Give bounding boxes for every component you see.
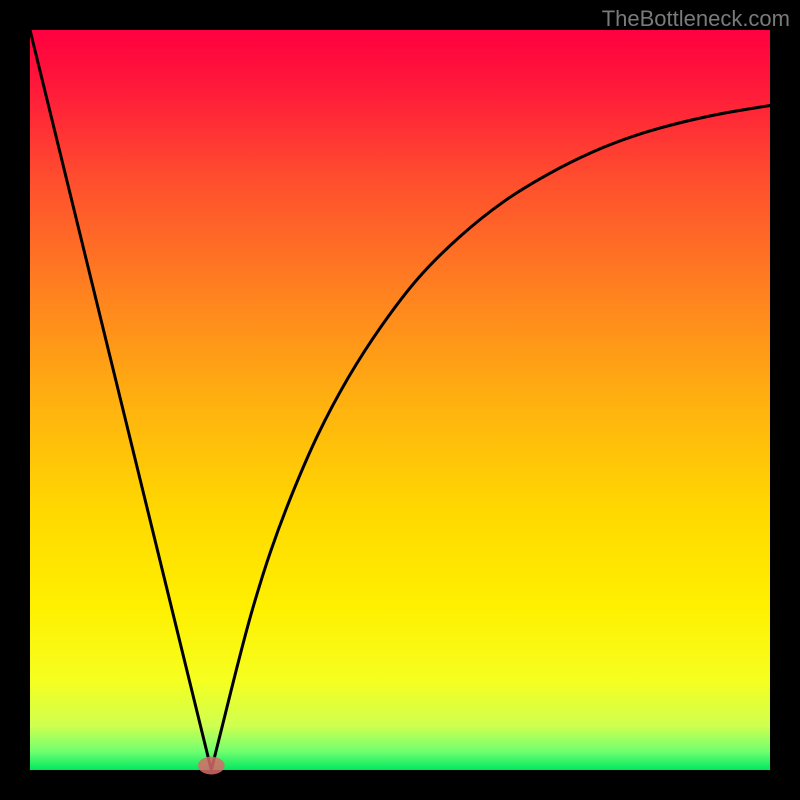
bottleneck-chart	[0, 0, 800, 800]
minimum-marker	[198, 757, 225, 775]
chart-container: TheBottleneck.com	[0, 0, 800, 800]
plot-background	[30, 30, 770, 770]
watermark-text: TheBottleneck.com	[602, 6, 790, 32]
